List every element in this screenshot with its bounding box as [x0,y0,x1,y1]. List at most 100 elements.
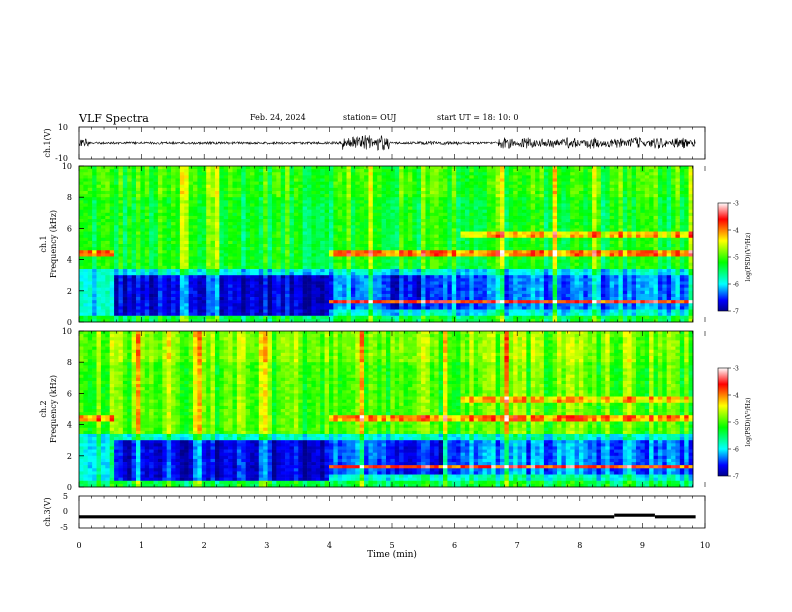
ch1-spectrogram-cell [337,297,343,301]
ch1-spectrogram-cell [206,275,211,279]
ch1-spectrogram-cell [175,178,181,182]
ch1-spectrogram-cell [508,200,514,204]
ch1-spectrogram-cell [276,231,282,235]
ch1-spectrogram-cell [399,237,404,242]
ch1-spectrogram-cell [92,247,97,251]
ch1-spectrogram-cell [223,187,229,192]
ch1-spectrogram-cell [118,244,124,248]
ch1-spectrogram-cell [469,300,475,304]
ch1-spectrogram-cell [254,250,260,254]
ch1-spectrogram-cell [438,253,444,257]
ch1-spectrogram-cell [263,225,268,229]
ch1-spectrogram-cell [254,303,260,307]
ch1-spectrogram-cell [214,318,220,323]
ch1-spectrogram-cell [456,212,461,217]
ch1-spectrogram-cell [166,290,172,295]
ch1-spectrogram-cell [390,175,396,179]
ch1-spectrogram-cell [258,253,264,257]
ch1-spectrogram-cell [320,215,325,220]
ch1-spectrogram-cell [350,166,356,170]
ch1-spectrogram-cell [136,244,141,248]
ch1-spectrogram-cell [245,259,251,264]
ch1-spectrogram-cell [416,197,422,201]
ch1-spectrogram-cell [127,237,132,242]
ch1-spectrogram-cell [144,265,150,270]
ch1-spectrogram-cell [495,215,501,220]
ch1-spectrogram-cell [258,287,264,292]
ch1-spectrogram-cell [193,256,198,260]
ch1-spectrogram-cell [267,184,273,189]
ch1-spectrogram-cell [500,172,505,176]
ch1-spectrogram-cell [131,206,137,210]
ch1-spectrogram-cell [223,215,229,220]
ch1-spectrogram-cell [368,228,374,232]
ch1-spectrogram-cell [324,268,330,273]
ch1-spectrogram-cell [258,309,264,313]
ch1-spectrogram-cell [381,203,387,207]
ch1-spectrogram-cell [92,219,97,223]
ch1-spectrogram-cell [364,181,369,186]
ch1-spectrogram-cell [293,219,299,223]
ch1-spectrogram-cell [386,262,391,267]
ch1-spectrogram-cell [337,265,343,270]
ch1-spectrogram-cell [482,203,488,207]
ch1-spectrogram-cell [285,175,290,179]
ch1-spectrogram-cell [346,306,352,310]
ch1-spectrogram-cell [162,278,168,282]
ch1-spectrogram-cell [381,181,387,186]
ch1-spectrogram-cell [350,303,356,307]
ch1-spectrogram-cell [223,222,229,226]
ch1-spectrogram-cell [447,281,453,285]
ch1-spectrogram-cell [302,203,308,207]
ch1-spectrogram-cell [149,247,154,251]
ch1-spectrogram-cell [171,219,176,223]
ch1-spectrogram-cell [236,253,242,257]
ch1-spectrogram-cell [451,240,457,245]
ch1-spectrogram-cell [157,312,163,317]
ch1-spectrogram-cell [184,318,189,323]
ch1-spectrogram-cell [473,228,479,232]
ch1-spectrogram-cell [171,272,176,276]
ch1-spectrogram-cell [293,237,299,242]
ch1-spectrogram-cell [443,194,448,198]
ch1-spectrogram-cell [144,187,150,192]
ch1-spectrogram-cell [127,172,132,176]
ch1-spectrogram-cell [324,172,330,176]
ch1-spectrogram-cell [478,268,483,273]
ch1-spectrogram-cell [399,306,404,310]
ch1-spectrogram-cell [399,297,404,301]
ch1-spectrogram-cell [443,166,448,170]
ch1-spectrogram-cell [416,293,422,298]
ch1-spectrogram-cell [438,303,444,307]
ch1-spectrogram-cell [100,262,106,267]
ch1-spectrogram-cell [403,237,409,242]
ch1-spectrogram-cell [337,309,343,313]
ch1-spectrogram-cell [421,265,426,270]
ch1-spectrogram-cell [179,169,185,173]
ch1-spectrogram-cell [364,219,369,223]
ch1-spectrogram-cell [324,194,330,198]
ch1-spectrogram-cell [105,259,110,264]
ch1-spectrogram-cell [333,247,339,251]
ch1-spectrogram-cell [508,312,514,317]
ch1-spectrogram-cell [166,194,172,198]
ch1-spectrogram-cell [434,306,439,310]
ch1-spectrogram-cell [368,172,374,176]
ch1-spectrogram-cell [280,268,286,273]
ch1-spectrogram-cell [443,272,448,276]
ch1-spectrogram-cell [478,187,483,192]
ch1-spectrogram-cell [394,290,400,295]
ch1-spectrogram-cell [359,228,365,232]
ch1-spectrogram-cell [293,297,299,301]
ch1-spectrogram-cell [114,225,119,229]
ch1-spectrogram-cell [267,225,273,229]
ch1-spectrogram-cell [258,178,264,182]
ch1-spectrogram-cell [214,215,220,220]
ch1-spectrogram-cell [206,187,211,192]
ch1-spectrogram-cell [83,278,89,282]
ch1-spectrogram-cell [201,244,207,248]
ch1-spectrogram-cell [324,197,330,201]
ch1-spectrogram-cell [166,293,172,298]
ch1-spectrogram-cell [407,181,413,186]
ch1-spectrogram-cell [100,187,106,192]
